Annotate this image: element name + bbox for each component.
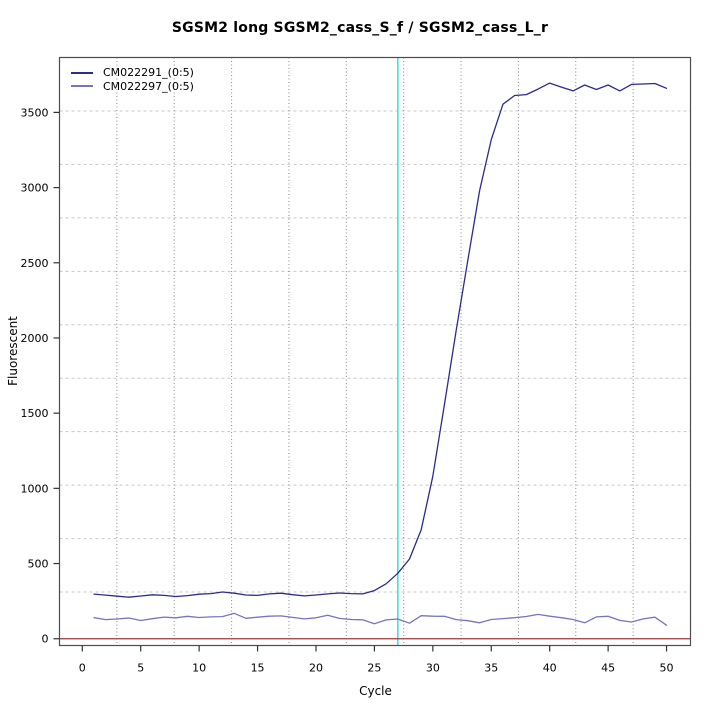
y-tick-label: 3500 xyxy=(21,106,49,119)
y-tick-label: 2000 xyxy=(21,332,49,345)
legend-item: CM022297_(0:5) xyxy=(71,80,194,94)
chart-title: SGSM2 long SGSM2_cass_S_f / SGSM2_cass_L… xyxy=(171,20,549,36)
y-axis-label: Fluorescent xyxy=(6,316,20,386)
legend-line-sample xyxy=(71,85,93,88)
x-tick-label: 40 xyxy=(543,662,557,675)
y-tick-label: 500 xyxy=(28,558,49,571)
x-axis-label: Cycle xyxy=(359,684,392,698)
x-tick-label: 5 xyxy=(137,662,144,675)
legend-line-sample xyxy=(71,71,93,74)
legend: CM022291_(0:5) CM022297_(0:5) xyxy=(71,66,194,93)
legend-label: CM022297_(0:5) xyxy=(103,79,194,93)
y-tick-label: 0 xyxy=(42,633,49,646)
x-tick-label: 50 xyxy=(660,662,674,675)
x-tick-label: 45 xyxy=(601,662,615,675)
x-tick-label: 15 xyxy=(251,662,265,675)
x-tick-label: 25 xyxy=(367,662,381,675)
legend-label: CM022291_(0:5) xyxy=(103,66,194,80)
x-tick-label: 20 xyxy=(309,662,323,675)
x-tick-label: 30 xyxy=(426,662,440,675)
y-tick-label: 1500 xyxy=(21,407,49,420)
series-line-CM022291_(0:5) xyxy=(93,82,668,598)
plot-border xyxy=(58,56,692,647)
series-line-CM022297_(0:5) xyxy=(93,612,668,626)
x-tick-label: 0 xyxy=(79,662,86,675)
y-tick-label: 1000 xyxy=(21,482,49,495)
legend-item: CM022291_(0:5) xyxy=(71,66,194,80)
x-tick-label: 10 xyxy=(192,662,206,675)
x-tick-label: 35 xyxy=(484,662,498,675)
y-tick-label: 2500 xyxy=(21,257,49,270)
y-tick-label: 3000 xyxy=(21,182,49,195)
